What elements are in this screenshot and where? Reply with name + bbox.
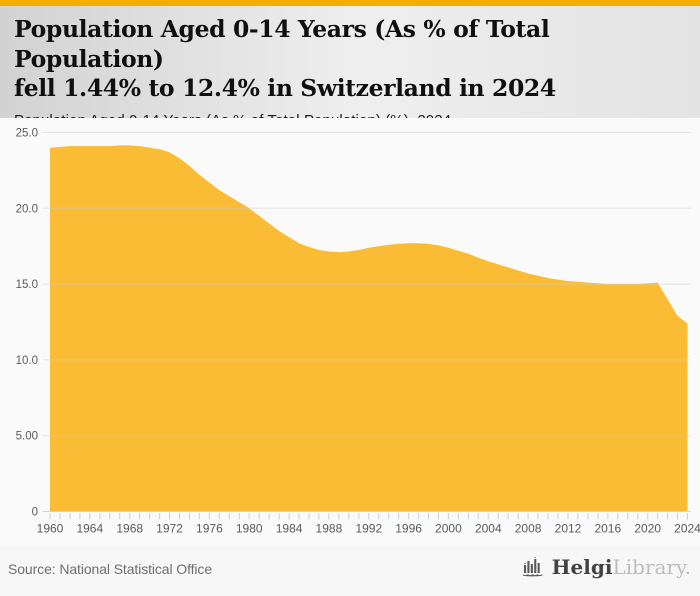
y-tick-label: 10.0 xyxy=(16,355,38,367)
page-title-line2: fell 1.44% to 12.4% in Switzerland in 20… xyxy=(14,74,556,103)
page-title: Population Aged 0-14 Years (As % of Tota… xyxy=(14,15,686,104)
logo-wordmark: HelgiLibrary. xyxy=(552,557,691,577)
bar-chart-logo-icon xyxy=(522,555,547,578)
x-tick-label: 1964 xyxy=(76,522,103,536)
x-tick-label: 1976 xyxy=(196,522,223,536)
x-tick-label: 2024 xyxy=(674,522,700,536)
x-tick-label: 1980 xyxy=(236,522,263,536)
y-tick-label: 20.0 xyxy=(16,203,38,215)
x-tick-label: 1996 xyxy=(395,522,422,536)
accent-bar xyxy=(0,0,700,6)
x-tick-label: 2020 xyxy=(634,522,661,536)
footer: Source: National Statistical Office Helg… xyxy=(0,545,700,596)
x-tick-label: 2016 xyxy=(594,522,621,536)
y-tick-label: 0 xyxy=(32,507,38,519)
x-tick-label: 1968 xyxy=(116,522,143,536)
y-tick-label: 25.0 xyxy=(16,128,38,140)
x-tick-label: 1984 xyxy=(276,522,303,536)
area-chart: 0 5.00 10.0 15.0 20.0 25.0 1960 1964 1968 1972 197… xyxy=(16,128,700,536)
x-tick-label: 1988 xyxy=(316,522,343,536)
x-tick-label: 2012 xyxy=(555,522,582,536)
x-tick-label: 1960 xyxy=(37,522,64,536)
area-series xyxy=(50,145,688,512)
x-tick-label: 2004 xyxy=(475,522,502,536)
y-tick-label: 15.0 xyxy=(16,279,38,291)
x-tick-label: 2008 xyxy=(515,522,542,536)
helgi-library-logo[interactable]: HelgiLibrary. xyxy=(522,555,691,578)
page-title-line1: Population Aged 0-14 Years (As % of Tota… xyxy=(14,15,550,73)
x-tick-label: 1972 xyxy=(156,522,183,536)
header: Population Aged 0-14 Years (As % of Tota… xyxy=(0,6,700,129)
x-tick-label: 1992 xyxy=(355,522,382,536)
chart-section: 0 5.00 10.0 15.0 20.0 25.0 1960 1964 1968 1972 197… xyxy=(0,118,700,545)
y-tick-label: 5.00 xyxy=(16,431,38,443)
x-tick-label: 2000 xyxy=(435,522,462,536)
logo-brand-light: Library. xyxy=(612,554,691,579)
source-text: Source: National Statistical Office xyxy=(8,561,213,577)
logo-brand-dark: Helgi xyxy=(551,554,613,579)
